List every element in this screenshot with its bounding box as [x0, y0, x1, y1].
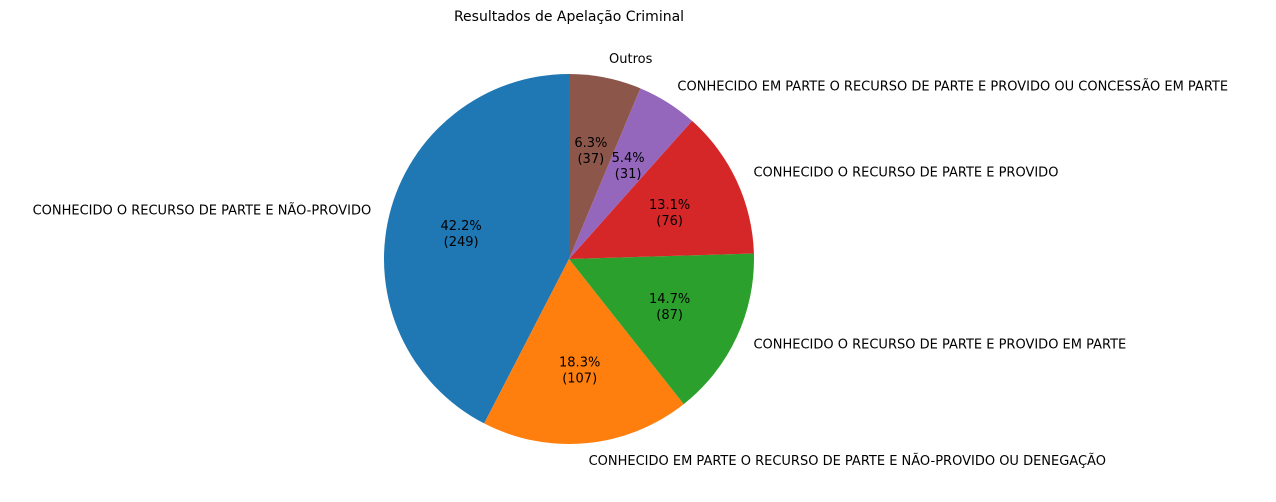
- pie-slices: [384, 74, 754, 444]
- pie-slice-3: [569, 120, 754, 259]
- slice-value-label-0: 42.2% (249): [440, 219, 481, 250]
- slice-percent-5: 6.3%: [574, 136, 607, 151]
- slice-value-label-4: 5.4% (31): [612, 151, 645, 182]
- slice-value-label-3: 13.1% (76): [649, 198, 690, 229]
- slice-labels: CONHECIDO O RECURSO DE PARTE E NÃO-PROVI…: [33, 52, 1229, 469]
- slice-percent-4: 5.4%: [612, 151, 645, 166]
- slice-percent-0: 42.2%: [440, 219, 481, 234]
- chart-title: Resultados de Apelação Criminal: [454, 9, 684, 25]
- slice-label-1: CONHECIDO EM PARTE O RECURSO DE PARTE E …: [589, 453, 1106, 469]
- slice-value-label-2: 14.7% (87): [649, 292, 690, 323]
- slice-value-label-5: 6.3% (37): [574, 136, 607, 167]
- slice-label-5: Outros: [609, 52, 653, 67]
- slice-count-2: (87): [656, 308, 683, 323]
- pie-slice-0: [384, 74, 569, 424]
- pie-slice-5: [569, 74, 641, 259]
- pie-slice-1: [484, 259, 684, 444]
- pie-slice-2: [569, 253, 754, 405]
- slice-count-0: (249): [444, 235, 479, 250]
- slice-label-0: CONHECIDO O RECURSO DE PARTE E NÃO-PROVI…: [33, 202, 372, 218]
- slice-count-4: (31): [615, 167, 642, 182]
- slice-percent-3: 13.1%: [649, 198, 690, 213]
- slice-count-5: (37): [577, 152, 604, 167]
- slice-percent-2: 14.7%: [649, 292, 690, 307]
- slice-value-labels: 42.2% (249)18.3% (107)14.7% (87)13.1% (76)5.…: [440, 136, 690, 386]
- slice-percent-1: 18.3%: [559, 355, 600, 370]
- slice-count-3: (76): [656, 214, 683, 229]
- slice-count-1: (107): [562, 371, 597, 386]
- slice-label-3: CONHECIDO O RECURSO DE PARTE E PROVIDO: [753, 166, 1058, 181]
- slice-label-4: CONHECIDO EM PARTE O RECURSO DE PARTE E …: [677, 78, 1228, 94]
- slice-value-label-1: 18.3% (107): [559, 355, 600, 386]
- pie-slice-4: [569, 88, 693, 259]
- slice-label-2: CONHECIDO O RECURSO DE PARTE E PROVIDO E…: [753, 337, 1126, 352]
